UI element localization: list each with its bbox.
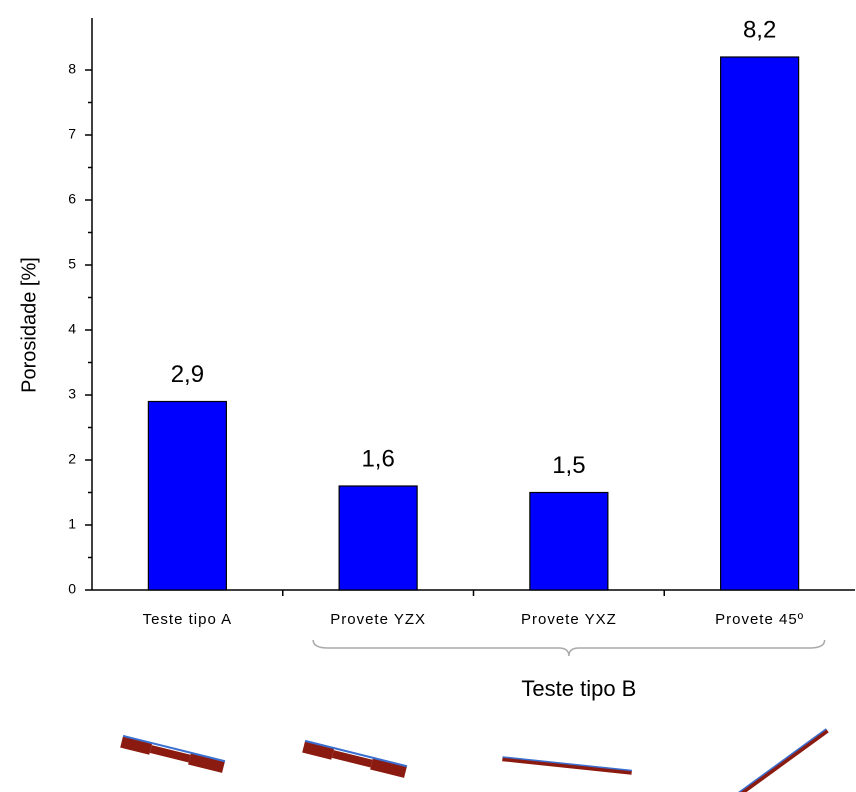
value-label: 1,6	[361, 445, 394, 472]
y-tick-label: 6	[68, 191, 76, 207]
y-tick-label: 1	[68, 516, 76, 532]
bar	[338, 485, 418, 591]
specimens	[120, 728, 829, 792]
y-tick-label: 0	[68, 581, 76, 597]
y-tick-label: 8	[68, 61, 76, 77]
y-tick-label: 4	[68, 321, 76, 337]
bar	[147, 400, 227, 591]
x-tick-label: Teste tipo A	[143, 611, 233, 628]
bar	[720, 56, 800, 591]
x-tick-label: Provete 45º	[715, 611, 804, 628]
y-tick-label: 7	[68, 126, 76, 142]
group-brace	[312, 639, 826, 657]
y-tick-label: 5	[68, 256, 76, 272]
y-axis-label: Porosidade [%]	[18, 257, 40, 393]
x-tick-label: Provete YZX	[330, 611, 426, 628]
y-tick-label: 3	[68, 386, 76, 402]
x-tick-label: Provete YXZ	[521, 611, 617, 628]
bar	[529, 491, 609, 591]
value-label: 1,5	[552, 452, 585, 479]
y-tick-label: 2	[68, 451, 76, 467]
group-label: Teste tipo B	[521, 676, 636, 701]
value-label: 2,9	[171, 361, 204, 388]
value-label: 8,2	[743, 16, 776, 43]
